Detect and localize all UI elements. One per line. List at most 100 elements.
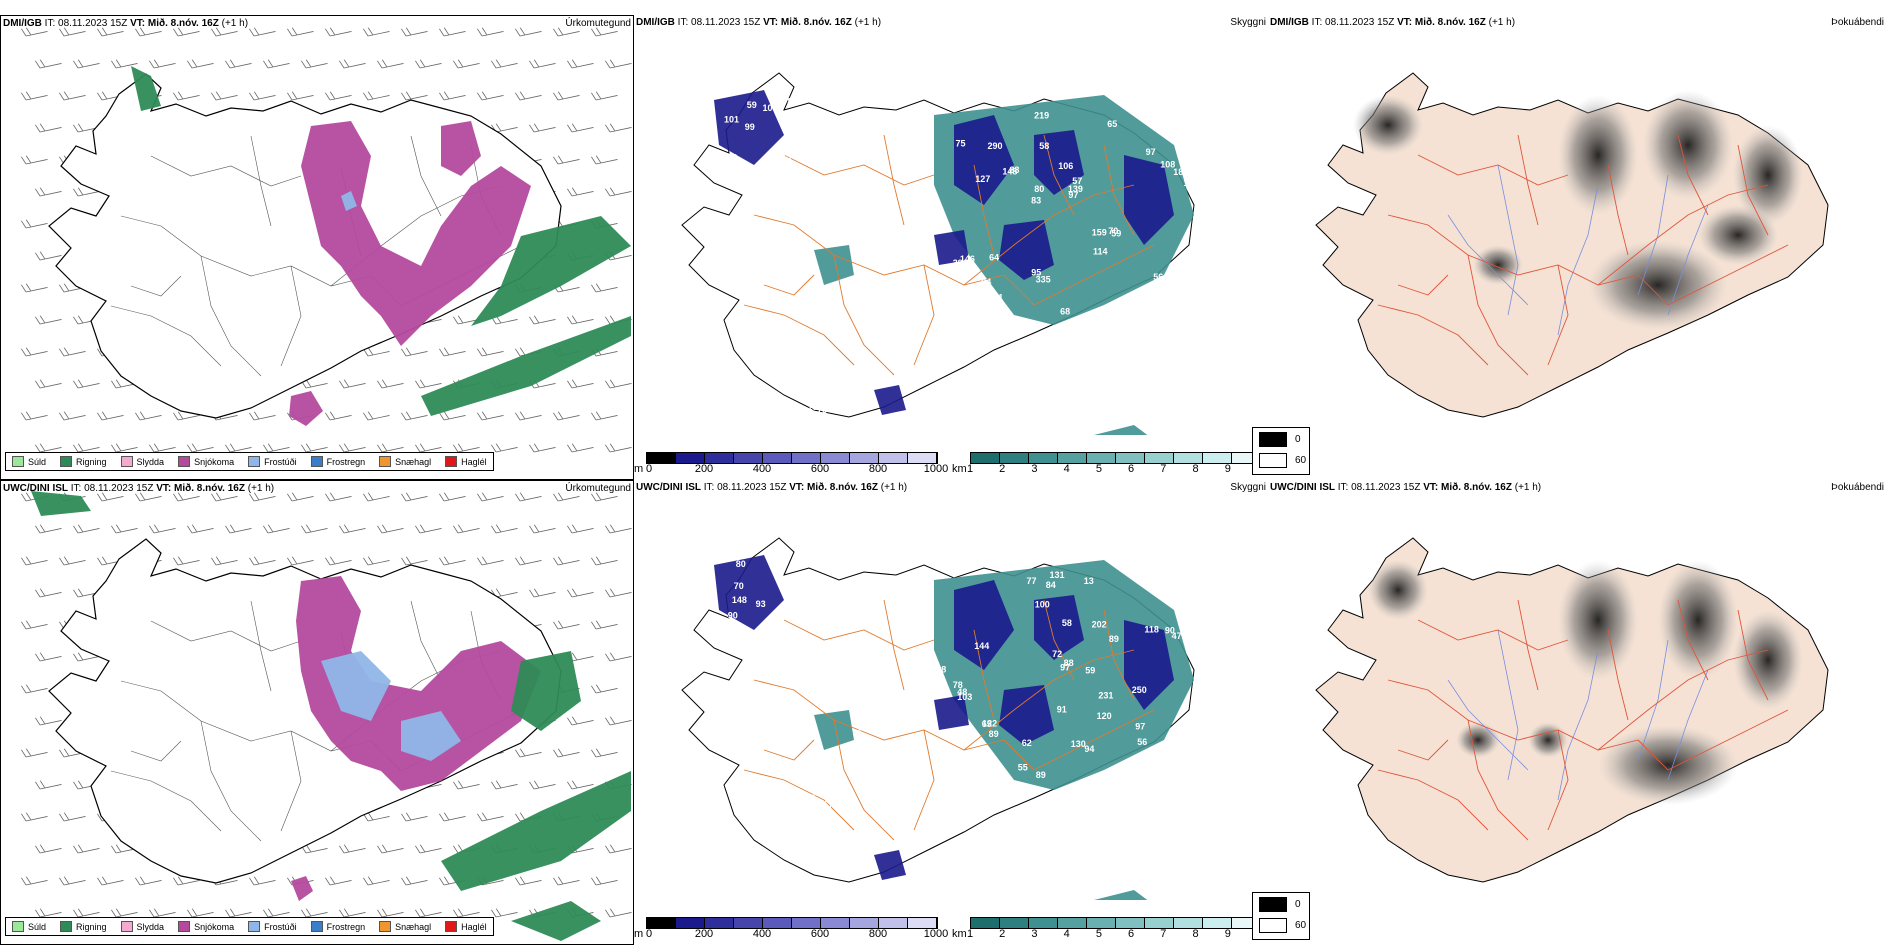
wind-barb <box>97 411 124 421</box>
wind-barb <box>249 492 276 502</box>
wind-barb <box>173 27 200 37</box>
precip-map <box>21 491 632 941</box>
legend-label: Snjókoma <box>194 456 235 467</box>
wind-barb <box>59 27 86 37</box>
visibility-value-label: 93 <box>756 599 766 609</box>
wind-barb <box>553 27 580 37</box>
road-line <box>1103 144 1135 236</box>
visibility-value-label: 151 <box>988 292 1003 302</box>
fog-legend-item: 60 <box>1259 918 1306 933</box>
fog-legend-label: 60 <box>1295 455 1307 466</box>
fog-legend-item: 60 <box>1259 453 1306 468</box>
colorbar-tick: 800 <box>868 928 888 940</box>
wind-barb <box>149 524 176 534</box>
fog-legend-label: 0 <box>1295 434 1301 445</box>
visibility-value-label: 122 <box>982 718 997 728</box>
road-line <box>783 154 935 186</box>
legend-item: Rigning <box>60 456 107 467</box>
road-line <box>410 135 442 217</box>
road-line <box>1377 304 1489 366</box>
it-label: IT: <box>1337 482 1349 493</box>
colorbar-swatch <box>763 453 792 463</box>
model-name: UWC/DINI ISL <box>636 482 701 493</box>
wind-barb <box>529 123 556 133</box>
visibility-value-label: 100 <box>1035 600 1050 610</box>
wind-barb <box>73 652 100 662</box>
precip-type-panel: DMI/IGB IT: 08.11.2023 15Z VT: Mið. 8.nó… <box>0 15 634 480</box>
legend-item: Haglél <box>445 921 487 932</box>
colorbar-swatch <box>821 918 850 928</box>
legend-swatch <box>120 921 133 932</box>
visibility-value-label: 60 <box>944 300 954 310</box>
legend-item: Haglél <box>445 456 487 467</box>
wind-barb <box>605 652 632 662</box>
colorbar-swatch <box>734 453 763 463</box>
colorbar-swatch <box>1174 918 1203 928</box>
fog-legend: 0 60 <box>1252 892 1310 940</box>
colorbar-tick: 1 <box>966 463 974 475</box>
visibility-value-label: 62 <box>1022 738 1032 748</box>
colorbar-tick: 5 <box>1095 928 1102 940</box>
colorbar-unit-km: km <box>952 928 967 940</box>
wind-barb <box>21 347 48 357</box>
wind-barb <box>477 492 504 502</box>
legend-item: Snæhagl <box>379 456 431 467</box>
wind-barb <box>149 443 176 453</box>
panel-header: DMI/IGB IT: 08.11.2023 15Z VT: Mið. 8.nó… <box>636 17 881 28</box>
visibility-value-label: 75 <box>781 151 791 161</box>
visibility-value-label: 97 <box>1060 663 1070 673</box>
wind-barb <box>591 684 618 694</box>
road-line <box>1377 769 1489 831</box>
fog-map <box>1315 72 1829 418</box>
visibility-value-label: 148 <box>1002 167 1017 177</box>
visibility-value-label: 83 <box>1031 196 1041 206</box>
wind-barb <box>35 123 62 133</box>
wind-barb <box>477 411 504 421</box>
colorbar-tick: 7 <box>1160 463 1167 475</box>
wind-barb <box>173 91 200 101</box>
road-line <box>783 619 935 651</box>
wind-barb <box>173 492 200 502</box>
river-line <box>1557 184 1599 336</box>
visibility-value-label: 109 <box>763 103 778 113</box>
lead-time: (+1 h) <box>1488 17 1516 28</box>
road-line <box>1737 609 1769 701</box>
precip-map <box>21 27 632 453</box>
wind-barb <box>73 844 100 854</box>
wind-barb <box>35 187 62 197</box>
legend-swatch <box>60 921 73 932</box>
fog-legend-swatch <box>1259 453 1287 468</box>
wind-barb <box>453 59 480 69</box>
road-line <box>1417 154 1569 186</box>
forecast-row-dmi: DMI/IGB IT: 08.11.2023 15Z VT: Mið. 8.nó… <box>0 15 1900 480</box>
colorbar-swatch <box>1058 918 1087 928</box>
visibility-colorbar-km: km 12345678910 <box>952 917 1268 943</box>
wind-barb <box>401 556 428 566</box>
wind-barb <box>553 556 580 566</box>
road-line <box>1517 599 1539 691</box>
wind-barb <box>491 524 518 534</box>
fog-panel: UWC/DINI ISL IT: 08.11.2023 15Z VT: Mið.… <box>1252 480 1900 945</box>
precip-area <box>341 191 357 211</box>
road-line <box>1467 254 1529 376</box>
road-line <box>1397 739 1449 761</box>
wind-barb <box>249 556 276 566</box>
colorbar-swatch <box>1000 918 1029 928</box>
wind-barb <box>567 716 594 726</box>
visibility-value-label: 77 <box>1027 576 1037 586</box>
vt-label: VT: <box>130 18 146 29</box>
colorbar-tick: 1000 <box>923 928 949 940</box>
fog-area <box>1698 205 1778 265</box>
wind-barb <box>515 876 542 886</box>
visibility-panel-title: Skyggni <box>1230 17 1266 28</box>
it-label: IT: <box>1311 17 1323 28</box>
wind-barb <box>415 844 442 854</box>
fog-legend-item: 0 <box>1259 432 1301 447</box>
colorbar-swatch <box>734 918 763 928</box>
legend-label: Súld <box>28 456 47 467</box>
wind-barb <box>439 812 466 822</box>
wind-barb <box>553 91 580 101</box>
visibility-value-label: 90 <box>728 610 738 620</box>
legend-item: Frostregn <box>310 456 365 467</box>
visibility-value-label: 290 <box>988 141 1003 151</box>
